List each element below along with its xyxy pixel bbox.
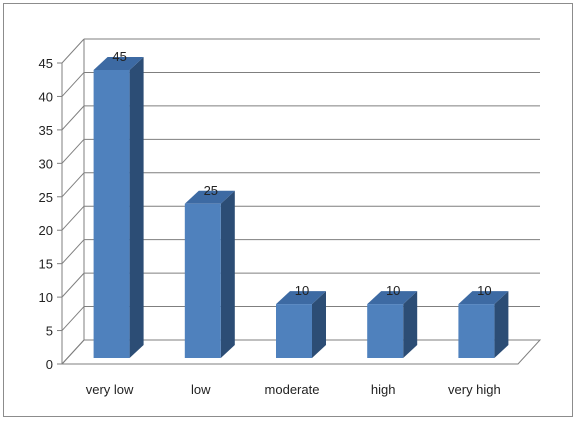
bar-top — [93, 57, 144, 70]
data-label: 10 — [295, 283, 309, 298]
y-tick-label: 45 — [39, 56, 53, 71]
data-label: 25 — [204, 183, 218, 198]
gridline-depth — [61, 306, 85, 331]
bar-side — [312, 291, 326, 358]
chart-floor — [60, 339, 542, 365]
x-tick-label: moderate — [265, 382, 320, 397]
bar — [184, 203, 221, 358]
y-tick-label: 25 — [39, 190, 53, 205]
gridline-depth — [61, 172, 85, 198]
bar-top — [276, 291, 326, 305]
y-tick-label: 10 — [39, 290, 53, 305]
bar — [276, 304, 312, 358]
gridline-depth — [61, 105, 85, 131]
bar — [93, 70, 130, 358]
y-tick-label: 30 — [39, 156, 53, 171]
gridline-depth — [61, 205, 85, 231]
bar — [367, 304, 404, 358]
y-tick-label: 0 — [46, 357, 53, 372]
y-tick-label: 20 — [39, 223, 53, 238]
bar-side — [220, 190, 235, 358]
gridline-depth — [61, 272, 85, 298]
bar-top — [184, 190, 235, 204]
x-tick-label: very high — [448, 382, 501, 397]
y-tick-label: 5 — [46, 324, 53, 339]
x-tick-label: low — [191, 382, 211, 397]
y-tick-label: 35 — [39, 123, 53, 138]
bar-top — [458, 291, 509, 305]
x-tick-label: very low — [86, 382, 134, 397]
bar-side — [494, 291, 509, 358]
data-label: 10 — [477, 283, 491, 298]
y-tick-label: 40 — [39, 89, 53, 104]
data-label: 45 — [112, 49, 126, 64]
bar — [458, 304, 495, 358]
bar-side — [129, 57, 144, 358]
data-label: 10 — [386, 283, 400, 298]
y-tick-label: 15 — [39, 257, 53, 272]
bar-side — [403, 291, 418, 358]
gridline-depth — [61, 239, 85, 265]
gridline-depth — [61, 38, 85, 64]
bar-top — [367, 291, 418, 305]
gridline-depth — [61, 72, 85, 97]
gridline-depth — [61, 138, 85, 164]
x-tick-label: high — [371, 382, 396, 397]
